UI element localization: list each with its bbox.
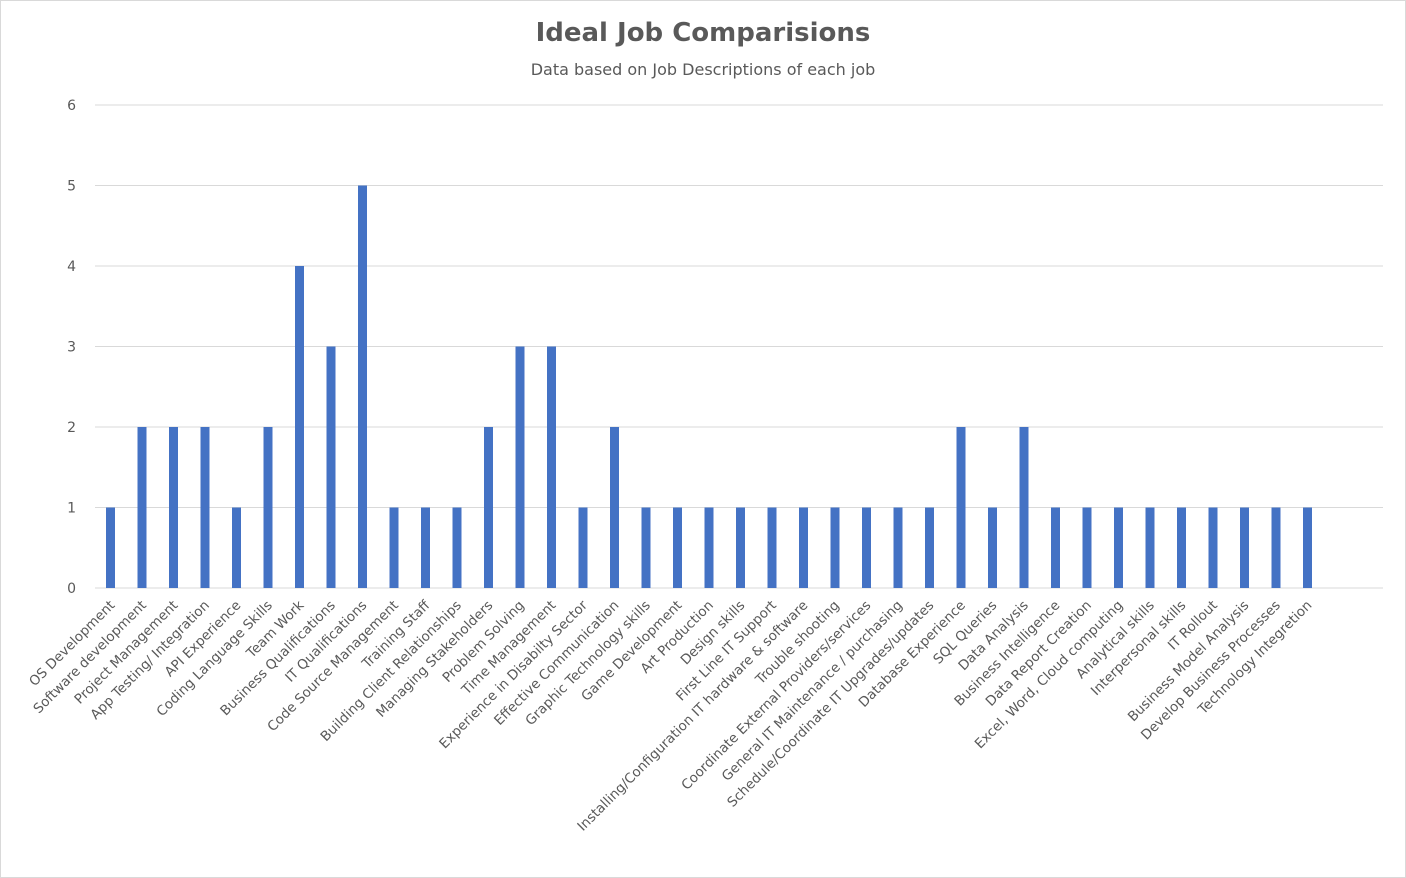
bar-12	[484, 427, 493, 588]
bar-28	[988, 507, 997, 588]
bar-18	[673, 507, 682, 588]
bars	[106, 185, 1312, 588]
chart-title: Ideal Job Comparisions	[535, 18, 871, 48]
gridlines	[95, 104, 1383, 589]
y-tick-label: 4	[67, 259, 76, 275]
bar-15	[578, 507, 588, 588]
bar-0	[106, 507, 115, 588]
bar-24	[862, 507, 871, 588]
bar-4	[232, 507, 241, 588]
bar-7	[326, 346, 336, 588]
bar-34	[1177, 507, 1186, 588]
bar-26	[925, 507, 934, 588]
bar-20	[736, 507, 745, 588]
bar-19	[704, 507, 714, 588]
bar-21	[767, 507, 777, 588]
bar-8	[358, 185, 367, 588]
bar-10	[421, 507, 430, 588]
bar-16	[610, 427, 619, 588]
bar-23	[830, 507, 840, 588]
y-tick-label: 0	[67, 581, 76, 597]
bar-3	[200, 427, 210, 588]
bar-36	[1240, 507, 1249, 588]
y-tick-label: 3	[67, 340, 76, 356]
y-axis-ticks: 0 1 2 3 4 5 6	[67, 98, 76, 597]
y-tick-label: 5	[67, 179, 76, 195]
bar-25	[893, 507, 903, 588]
bar-29	[1019, 427, 1029, 588]
bar-13	[515, 346, 525, 588]
bar-11	[452, 507, 462, 588]
chart-subtitle: Data based on Job Descriptions of each j…	[530, 60, 876, 79]
y-tick-label: 1	[67, 501, 76, 517]
bar-9	[389, 507, 399, 588]
y-tick-label: 6	[67, 98, 76, 114]
y-tick-label: 2	[67, 420, 76, 436]
bar-32	[1114, 507, 1123, 588]
bar-31	[1082, 507, 1092, 588]
bar-37	[1271, 507, 1281, 588]
bar-5	[263, 427, 273, 588]
bar-38	[1303, 507, 1312, 588]
bar-14	[547, 346, 556, 588]
bar-2	[169, 427, 178, 588]
bar-22	[799, 507, 808, 588]
bar-30	[1051, 507, 1060, 588]
bar-35	[1208, 507, 1218, 588]
bar-33	[1145, 507, 1155, 588]
bar-17	[641, 507, 651, 588]
bar-1	[137, 427, 147, 588]
bar-6	[295, 266, 304, 588]
bar-27	[956, 427, 966, 588]
